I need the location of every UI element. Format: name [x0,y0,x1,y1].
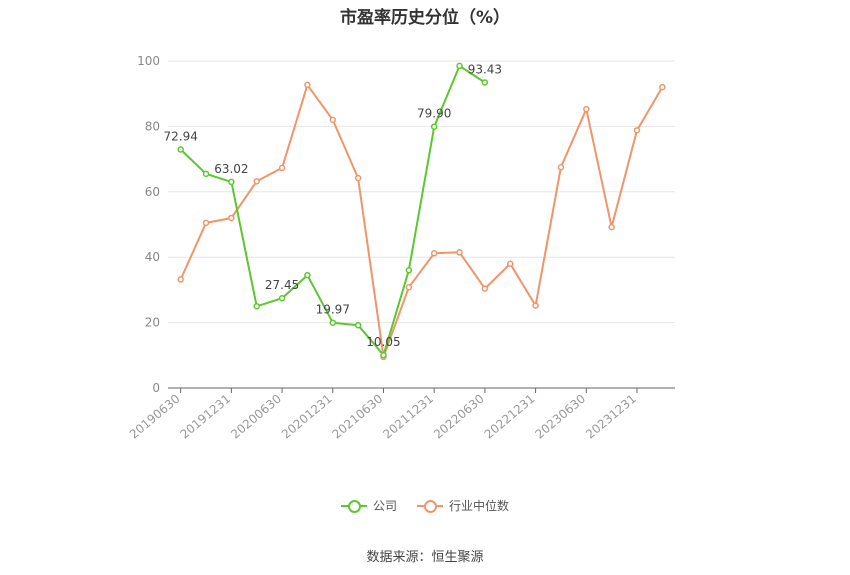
data-point[interactable] [659,83,666,91]
data-point[interactable] [253,303,260,310]
data-point[interactable] [430,123,438,130]
data-point[interactable] [329,116,337,124]
data-point[interactable] [354,321,362,329]
data-label: 79.90 [417,107,451,121]
data-point[interactable] [557,164,565,171]
axes: 0 20 40 60 80 100 2019063020191231202006302020… [127,54,675,442]
chart-title: 市盈率历史分位（%） [339,8,511,28]
x-tick-label: 20210630 [330,392,386,442]
data-point[interactable] [278,294,286,302]
data-point[interactable] [481,79,489,86]
legend-swatch-industry-median [417,499,443,513]
data-point[interactable] [481,285,489,292]
legend-label-company: 公司 [372,499,397,513]
grid-lines [168,60,675,324]
data-source: 数据来源：恒生聚源 [366,550,484,565]
y-tick-label: 20 [145,316,160,330]
data-point[interactable] [253,178,260,185]
data-point[interactable] [583,105,590,113]
y-tick-label: 0 [152,381,160,395]
legend-item-company[interactable]: 公司 [340,497,397,514]
data-point[interactable] [304,81,311,89]
data-point[interactable] [405,284,413,291]
data-point[interactable] [430,250,438,257]
x-tick-label: 20211231 [380,392,436,442]
data-label: 63.02 [214,162,248,176]
legend-item-industry-median[interactable]: 行业中位数 [417,497,509,514]
data-point[interactable] [202,219,210,227]
data-point[interactable] [506,260,514,267]
data-point[interactable] [354,174,362,182]
data-label: 27.45 [265,278,299,292]
data-point[interactable] [177,146,184,153]
data-point[interactable] [380,351,387,359]
data-label: 19.97 [316,303,350,317]
y-tick-label: 100 [137,54,160,68]
x-tick-label: 20230630 [532,392,588,442]
data-point[interactable] [177,276,184,283]
series-lines [177,62,666,361]
x-tick-label: 20191231 [178,392,234,442]
data-point[interactable] [228,214,235,222]
data-point[interactable] [608,223,615,231]
y-tick-label: 60 [145,185,160,199]
data-point[interactable] [228,178,235,186]
data-point[interactable] [329,319,337,326]
data-label: 93.43 [468,62,502,76]
data-labels: 72.94 63.02 27.45 19.97 10.05 79.90 93.43 [163,62,502,349]
x-tick-label: 20231231 [583,392,639,442]
legend-swatch-company [340,499,367,513]
data-point[interactable] [202,170,210,178]
data-point[interactable] [405,267,413,274]
x-tick-label: 20200630 [228,392,284,442]
data-label: 10.05 [366,335,400,349]
data-point[interactable] [532,302,539,309]
x-tick-label: 20221231 [482,392,538,442]
legend: 公司 行业中位数 [0,497,850,514]
data-point[interactable] [456,62,463,70]
data-label: 72.94 [163,129,197,143]
data-point[interactable] [456,249,463,256]
x-tick-label: 20220630 [431,392,487,442]
y-tick-label: 80 [145,119,160,133]
x-tick-label: 20190630 [127,392,183,442]
series-line-1 [179,83,664,358]
data-point[interactable] [278,164,286,172]
y-tick-label: 40 [145,250,160,264]
data-point[interactable] [633,127,641,134]
legend-label-industry-median: 行业中位数 [449,499,510,513]
data-point[interactable] [304,271,311,279]
x-tick-label: 20201231 [279,392,335,442]
